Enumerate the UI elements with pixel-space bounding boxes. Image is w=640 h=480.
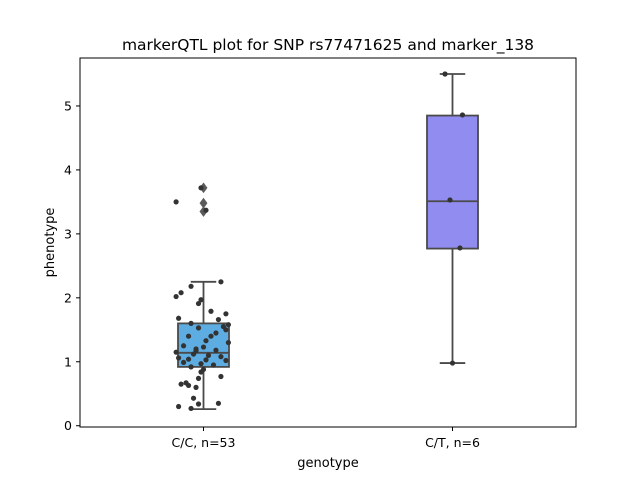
y-tick-label: 3 <box>64 226 72 241</box>
data-point <box>449 360 456 366</box>
data-point <box>223 327 229 333</box>
data-point <box>176 315 182 321</box>
data-point <box>225 339 231 346</box>
y-tick-label: 1 <box>64 354 72 369</box>
box <box>426 114 479 250</box>
data-point <box>213 330 219 336</box>
data-point <box>198 297 204 303</box>
data-point <box>195 401 202 407</box>
data-point <box>215 400 222 406</box>
y-axis-label: phenotype <box>43 208 58 278</box>
data-point <box>176 355 182 361</box>
y-tick-label: 2 <box>64 290 72 305</box>
data-point <box>215 316 222 323</box>
plot-area <box>173 71 479 412</box>
data-point <box>188 320 194 326</box>
data-point <box>208 308 214 314</box>
data-point <box>195 375 202 381</box>
data-point <box>195 300 202 307</box>
data-point <box>198 185 204 191</box>
data-point <box>447 197 453 203</box>
y-tick-label: 5 <box>64 98 72 113</box>
box-group-2 <box>426 73 479 364</box>
data-point <box>173 349 179 355</box>
data-point <box>198 369 204 375</box>
data-point <box>178 381 184 387</box>
data-point <box>195 325 202 331</box>
data-point <box>185 382 192 389</box>
data-point <box>205 352 212 358</box>
data-point <box>180 359 187 366</box>
data-point <box>442 71 448 77</box>
data-point <box>188 405 194 412</box>
data-point <box>213 347 219 353</box>
data-point <box>203 207 209 213</box>
x-tick-label: C/C, n=53 <box>172 435 236 450</box>
axes-frame <box>79 57 577 428</box>
x-axis-label: genotype <box>297 456 358 471</box>
y-tick-label: 4 <box>64 162 72 177</box>
data-point <box>190 395 197 401</box>
data-point <box>210 362 217 368</box>
chart-title: markerQTL plot for SNP rs77471625 and ma… <box>122 36 534 55</box>
data-point <box>176 403 182 410</box>
data-point <box>218 354 224 360</box>
data-point <box>173 199 179 205</box>
y-axis: 0 1 2 3 4 5 <box>64 98 80 433</box>
data-point <box>218 373 224 380</box>
data-point <box>188 283 194 289</box>
data-point <box>198 361 204 367</box>
data-point <box>459 112 466 118</box>
data-point <box>180 343 187 349</box>
data-point <box>200 344 207 350</box>
x-axis: C/C, n=53 C/T, n=6 <box>172 427 480 450</box>
x-tick-label: C/T, n=6 <box>425 435 480 450</box>
data-point <box>188 364 194 370</box>
y-tick-label: 0 <box>64 418 72 433</box>
data-point <box>225 322 231 328</box>
data-point <box>173 293 179 300</box>
data-point <box>193 348 199 354</box>
data-point <box>223 311 229 317</box>
data-point <box>185 356 192 362</box>
data-point <box>185 333 192 339</box>
data-point <box>203 338 209 344</box>
strip-points <box>173 71 466 412</box>
data-point <box>218 279 224 285</box>
outlier-marker <box>199 197 208 209</box>
data-point <box>223 357 229 364</box>
data-point <box>208 333 214 339</box>
data-point <box>178 290 184 296</box>
data-point <box>203 357 209 363</box>
data-point <box>193 384 199 390</box>
data-point <box>457 245 463 251</box>
